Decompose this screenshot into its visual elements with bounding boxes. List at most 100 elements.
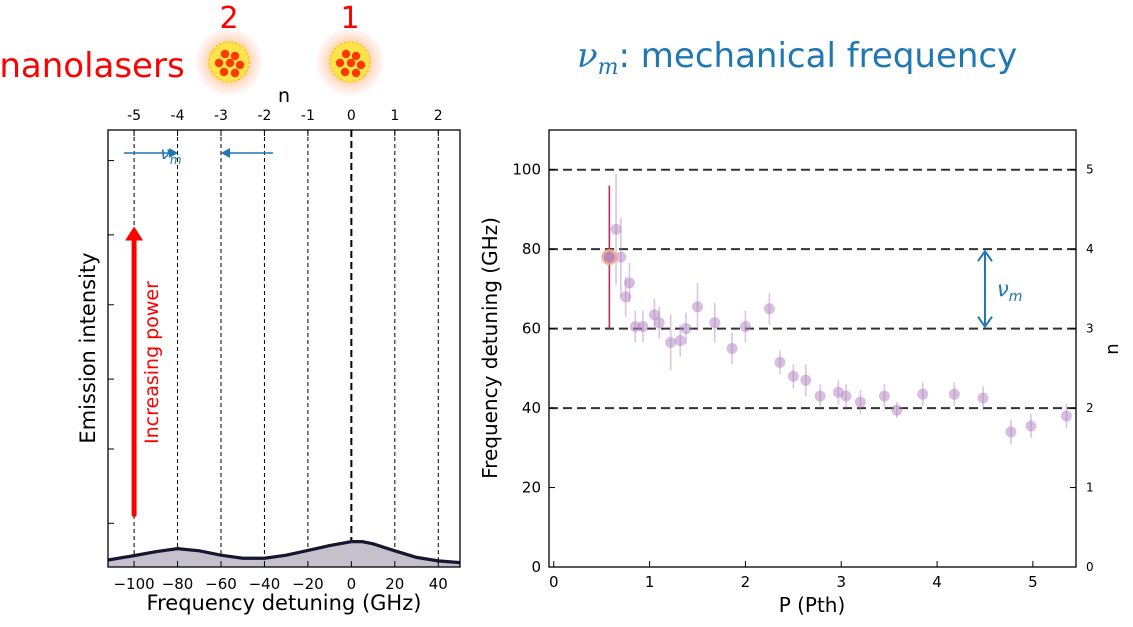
n-tick-label: 2 (1086, 401, 1094, 415)
title-rest: : mechanical frequency (619, 36, 1018, 76)
n-tick-label: -2 (257, 108, 271, 124)
x-tick-label: −100 (113, 575, 154, 593)
nanolaser-2-label: 2 (219, 1, 238, 36)
data-point (692, 301, 704, 313)
nu-symbol: ν (160, 144, 170, 164)
x-tick-label: 0 (347, 575, 357, 593)
data-point (1060, 410, 1072, 422)
x-tick-label: 5 (1028, 573, 1038, 591)
x-tick-label: 4 (932, 573, 942, 591)
y-tick-label: 20 (522, 479, 541, 497)
x-tick-label: 3 (836, 573, 846, 591)
n-tick-label: 1 (1086, 481, 1094, 495)
left-axis-ticks: −100 −80 −60 −40 −20 0 20 40 -5 -4 -3 -2 -1 0 1 2 (108, 108, 448, 593)
x-tick-label: 40 (429, 575, 448, 593)
emission-spectrum-chart: −100 −80 −60 −40 −20 0 20 40 -5 -4 -3 -2 -1 0 1 2 n Fre… (76, 85, 461, 615)
data-point (665, 337, 677, 349)
data-point (917, 388, 929, 400)
y-tick-label: 40 (522, 399, 541, 417)
left-top-axis-label: n (278, 85, 290, 107)
n-tick-label: 0 (1086, 560, 1094, 574)
x-tick-label: −60 (205, 575, 237, 593)
n-tick-label: 1 (390, 108, 399, 124)
data-point (774, 356, 786, 368)
spectrum-line (107, 540, 461, 565)
left-plot-frame (107, 129, 461, 568)
x-tick-label: −20 (292, 575, 324, 593)
data-point (620, 291, 632, 303)
x-tick-label: 0 (549, 573, 559, 591)
nu-arrow-head-down (977, 316, 993, 329)
nanolaser-1-label: 1 (340, 1, 359, 36)
n-tick-label: -5 (127, 108, 141, 124)
x-tick-label: 2 (741, 573, 751, 591)
data-point (615, 251, 627, 263)
data-point (680, 323, 692, 335)
mode-lines (133, 130, 439, 567)
data-point (878, 390, 890, 402)
nanolaser-1-icon (317, 29, 383, 95)
data-point (763, 303, 775, 315)
data-point (1005, 426, 1017, 438)
spectrum-fill (108, 541, 460, 567)
x-tick-label: 1 (645, 573, 655, 591)
highlight-point (603, 251, 615, 263)
n-tick-label: 2 (434, 108, 443, 124)
left-x-axis-label: Frequency detuning (GHz) (147, 591, 422, 615)
data-point (814, 390, 826, 402)
nu-arrow-head-up (977, 249, 993, 262)
right-annotations: νm (977, 249, 1022, 329)
title-nu-subscript: m (598, 55, 619, 80)
data-point (948, 388, 960, 400)
nu-m-label: νm (997, 277, 1022, 305)
nu-subscript: m (170, 153, 182, 167)
right-plot-frame (548, 129, 1077, 568)
nu-subscript: m (1009, 289, 1023, 305)
nu-arrow-right-head (220, 148, 230, 158)
mechanical-frequency-title: νm: mechanical frequency (577, 36, 1017, 80)
data-point (629, 321, 641, 333)
data-point (1025, 420, 1037, 432)
y-tick-label: 0 (531, 558, 541, 576)
nu-m-label: νm (160, 144, 181, 167)
data-point (739, 321, 751, 333)
data-point (891, 404, 903, 416)
right-x-axis-label: P (Pth) (779, 593, 846, 617)
title-nu-symbol: ν (577, 36, 598, 76)
data-point (840, 390, 852, 402)
n-tick-label: 0 (347, 108, 356, 124)
data-point (648, 309, 660, 321)
y-tick-label: 80 (522, 240, 541, 258)
data-point (610, 223, 622, 235)
right-y2-axis-label: n (1102, 343, 1123, 354)
data-point (709, 317, 721, 329)
data-point (977, 392, 989, 404)
n-tick-label: 3 (1086, 322, 1094, 336)
data-point (623, 277, 635, 289)
x-tick-label: −80 (162, 575, 194, 593)
right-axis-ticks: 0 1 2 3 4 5 0 20 40 60 80 100 0 1 2 3 4 5 (512, 161, 1093, 591)
y-tick-label: 60 (522, 320, 541, 338)
left-y-axis-label: Emission intensity (76, 252, 100, 443)
frequency-vs-power-chart: 0 1 2 3 4 5 0 20 40 60 80 100 0 1 2 3 4 5 P (Pth) Frequen… (478, 129, 1123, 617)
right-y-axis-label: Frequency detuning (GHz) (478, 217, 502, 479)
power-arrow-label: Increasing power (141, 281, 163, 444)
spectrum-area (107, 540, 461, 567)
power-arrow-head (125, 226, 144, 241)
data-point (787, 370, 799, 382)
data-point (726, 343, 738, 354)
data-points (601, 173, 1072, 444)
nu-symbol: ν (997, 277, 1009, 301)
data-point (637, 321, 649, 333)
nu-arrow-left-head (169, 148, 179, 158)
nanolaser-2-icon (196, 29, 262, 95)
x-tick-label: −40 (249, 575, 281, 593)
left-annotations: νm Increasing power (124, 144, 273, 518)
nanolasers-label: nanolasers (0, 46, 185, 86)
data-point (800, 374, 812, 386)
n-tick-label: -4 (171, 108, 185, 124)
n-tick-label: 5 (1086, 163, 1094, 177)
data-point (653, 317, 665, 329)
n-tick-label: -1 (301, 108, 315, 124)
